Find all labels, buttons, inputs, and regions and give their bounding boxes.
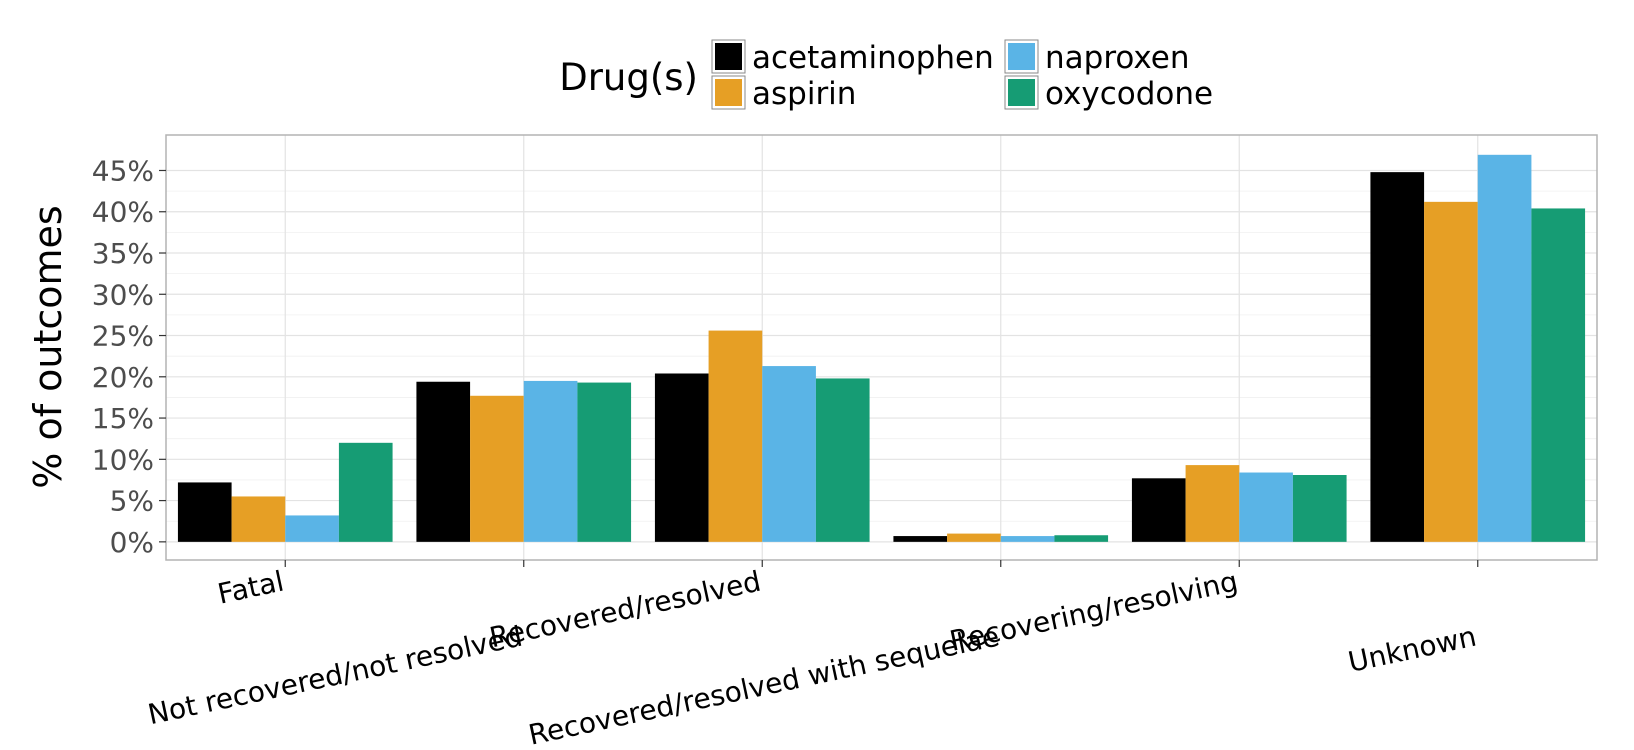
legend-title: Drug(s)	[559, 56, 698, 99]
x-tick-label-1: Not recovered/not resolved	[145, 620, 525, 732]
bar-oxycodone-5	[1531, 208, 1586, 542]
y-tick-label: 5%	[110, 485, 154, 518]
bar-naproxen-2	[762, 366, 816, 542]
x-tick-label-3: Recovered/resolved with sequelae	[526, 620, 1003, 746]
bar-oxycodone-2	[815, 378, 870, 542]
bar-acetaminophen-4	[1131, 478, 1186, 542]
y-tick-label: 0%	[110, 526, 154, 559]
bar-naproxen-1	[523, 380, 578, 542]
bar-naproxen-0	[285, 515, 339, 542]
legend-label-aspirin: aspirin	[752, 76, 856, 112]
legend-label-oxycodone: oxycodone	[1045, 76, 1213, 112]
y-tick-label: 40%	[92, 196, 154, 229]
legend-key-acetaminophen	[715, 43, 742, 70]
x-tick-label-4: Recovering/resolving	[947, 565, 1241, 658]
bar-acetaminophen-0	[177, 482, 232, 542]
bar-oxycodone-0	[338, 442, 393, 542]
legend-key-naproxen	[1008, 43, 1035, 70]
bars	[177, 154, 1586, 542]
x-tick-label-5: Unknown	[1345, 620, 1479, 679]
bar-acetaminophen-1	[416, 381, 471, 542]
bar-aspirin-3	[947, 533, 1001, 542]
bar-aspirin-0	[231, 496, 286, 542]
bar-aspirin-5	[1424, 201, 1478, 542]
bar-aspirin-2	[708, 330, 763, 542]
bar-acetaminophen-5	[1370, 172, 1425, 542]
bar-aspirin-1	[470, 395, 524, 542]
bar-aspirin-4	[1185, 465, 1240, 542]
y-axis: 0% 5% 10% 15% 20% 25% 30% 35% 40% 45%	[92, 154, 166, 559]
y-tick-label: 45%	[92, 154, 154, 187]
legend-key-aspirin	[715, 79, 742, 106]
x-axis: Fatal Not recovered/not resolvedRecovered…	[145, 560, 1479, 750]
y-tick-label: 10%	[92, 443, 154, 476]
legend-label-naproxen: naproxen	[1045, 40, 1190, 76]
y-tick-label: 25%	[92, 320, 154, 353]
y-axis-title: % of outcomes	[26, 205, 70, 488]
plot-frame	[165, 134, 1598, 561]
y-tick-label: 35%	[92, 237, 154, 270]
bar-oxycodone-3	[1054, 535, 1109, 542]
bar-oxycodone-4	[1292, 475, 1347, 542]
legend-key-oxycodone	[1008, 79, 1035, 106]
bar-naproxen-5	[1477, 154, 1532, 542]
bar-naproxen-3	[1000, 536, 1055, 542]
x-tick-label-2: Recovered/resolved	[487, 565, 764, 655]
bar-acetaminophen-2	[654, 373, 709, 542]
y-tick-label: 15%	[92, 402, 154, 435]
legend-label-acetaminophen: acetaminophen	[752, 40, 994, 76]
y-tick-label: 20%	[92, 361, 154, 394]
y-tick-label: 30%	[92, 278, 154, 311]
x-tick-label-0: Fatal	[215, 565, 287, 611]
bar-naproxen-4	[1239, 472, 1293, 542]
bar-acetaminophen-3	[893, 536, 948, 542]
bar-oxycodone-1	[577, 382, 632, 542]
